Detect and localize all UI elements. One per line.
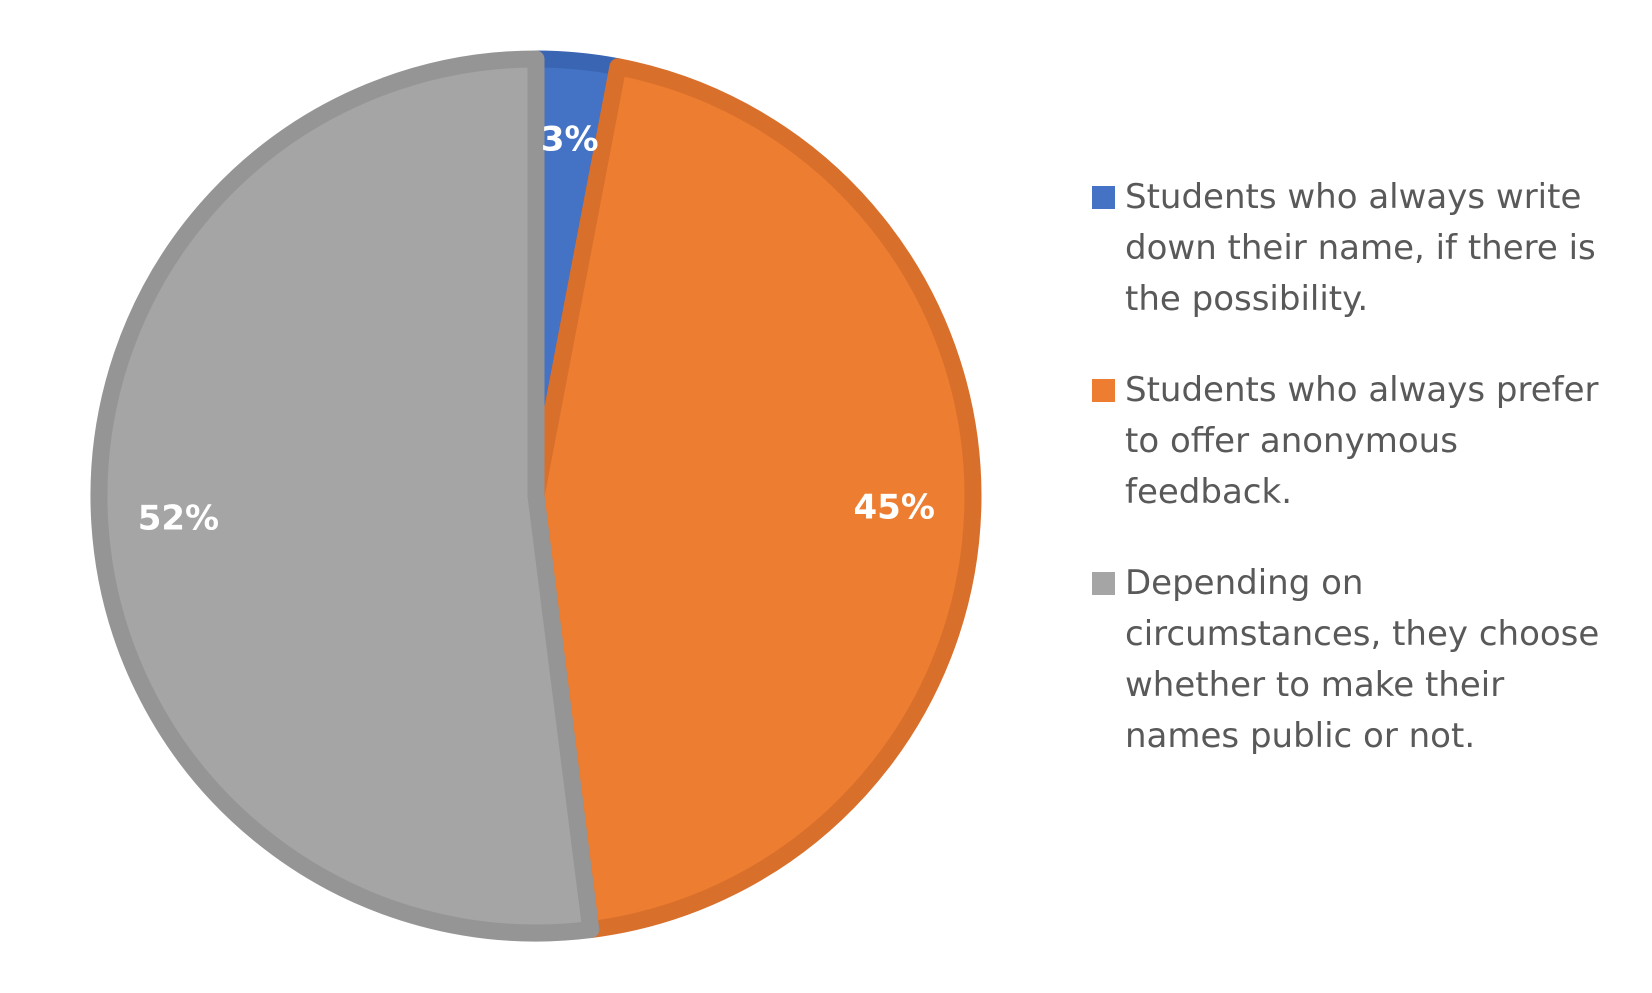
pie-slices	[90, 50, 982, 942]
data-label-depending: 52%	[138, 499, 219, 539]
legend-label: Depending on circumstances, they choose …	[1125, 563, 1600, 756]
pie-data-labels: 3% 45% 52%	[138, 119, 935, 538]
legend-swatch-blue	[1092, 186, 1115, 209]
pie-slice-depending	[90, 50, 600, 942]
legend-entry-anonymous: Students who always prefer to offer anon…	[1092, 365, 1632, 518]
data-label-always-name: 3%	[541, 119, 599, 159]
legend-swatch-gray	[1092, 572, 1115, 595]
legend-swatch-orange	[1092, 379, 1115, 402]
pie-slice-anonymous	[527, 58, 982, 939]
legend-label: Students who always write down their nam…	[1125, 177, 1596, 319]
data-label-anonymous: 45%	[854, 487, 935, 527]
legend: Students who always write down their nam…	[1092, 172, 1632, 802]
legend-label: Students who always prefer to offer anon…	[1125, 370, 1599, 512]
legend-entry-depending: Depending on circumstances, they choose …	[1092, 558, 1632, 762]
legend-entry-always-name: Students who always write down their nam…	[1092, 172, 1632, 325]
